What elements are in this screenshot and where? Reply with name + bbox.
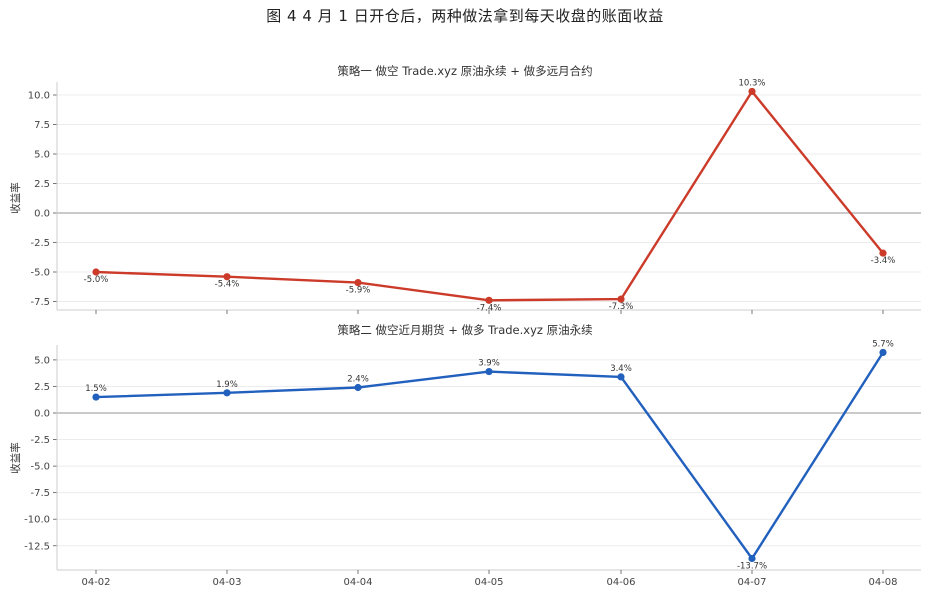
data-label: 5.7% xyxy=(872,339,894,349)
y-tick-label: 5.0 xyxy=(34,355,50,366)
data-label: 10.3% xyxy=(738,78,765,88)
data-label: -3.4% xyxy=(871,256,896,266)
series-line xyxy=(95,90,884,302)
y-tick-label: -7.5 xyxy=(30,297,50,308)
data-label: -7.4% xyxy=(477,303,502,313)
data-label: -5.4% xyxy=(215,280,240,290)
data-point xyxy=(879,348,887,357)
y-tick-label: 0.0 xyxy=(34,209,50,220)
y-axis-label: 收益率 xyxy=(9,182,22,214)
y-tick-label: -12.5 xyxy=(24,541,50,552)
y-tick-label: 5.0 xyxy=(34,150,50,161)
y-tick-label: -10.0 xyxy=(24,515,50,526)
data-point xyxy=(617,295,625,303)
series-line xyxy=(95,351,885,560)
subplot-title: 策略一 做空 Trade.xyz 原油永续 + 做多远月合约 xyxy=(337,64,592,78)
y-tick-label: -5.0 xyxy=(30,462,50,473)
data-point xyxy=(485,367,493,376)
y-tick-label: 2.5 xyxy=(34,179,50,190)
data-point xyxy=(879,249,887,257)
data-point xyxy=(617,373,625,381)
data-label: 1.5% xyxy=(85,384,107,394)
y-tick-label: -5.0 xyxy=(30,268,50,279)
x-tick-label: 04-07 xyxy=(737,577,766,588)
data-label: -13.7% xyxy=(737,561,767,571)
data-label: 2.4% xyxy=(347,375,369,385)
y-tick-label: -7.5 xyxy=(30,488,50,499)
figure-title: 图 4 4 月 1 日开仓后，两种做法拿到每天收盘的账面收益 xyxy=(266,7,664,25)
y-axis-label: 收益率 xyxy=(9,442,22,474)
data-label: -7.3% xyxy=(609,302,634,312)
data-point xyxy=(748,554,756,563)
x-tick-label: 04-06 xyxy=(606,577,635,588)
data-point xyxy=(485,296,493,304)
data-label: 3.4% xyxy=(610,364,632,374)
data-label: -5.9% xyxy=(346,286,371,296)
data-point xyxy=(92,393,100,401)
data-point xyxy=(92,268,100,276)
subplot-2: 策略二 做空近月期货 + 做多 Trade.xyz 原油永续 -12.5 -10.0… xyxy=(9,323,921,588)
x-tick-label: 04-08 xyxy=(868,577,897,588)
data-point xyxy=(354,279,362,287)
data-label: 1.9% xyxy=(216,380,238,390)
x-tick-label: 04-05 xyxy=(474,577,503,588)
y-tick-label: 7.5 xyxy=(34,120,50,131)
data-point xyxy=(748,87,756,96)
data-point xyxy=(223,273,231,281)
data-label: 3.9% xyxy=(478,359,500,369)
y-tick-label: 2.5 xyxy=(34,382,50,393)
y-tick-label: 0.0 xyxy=(34,409,50,420)
y-tick-label: -2.5 xyxy=(30,435,50,446)
data-point xyxy=(354,383,362,392)
y-tick-label: 10.0 xyxy=(28,91,50,102)
x-tick-label: 04-03 xyxy=(212,577,241,588)
x-tick-label: 04-02 xyxy=(81,577,110,588)
subplot-1: 策略一 做空 Trade.xyz 原油永续 + 做多远月合约 -7.5 -5.0 -2… xyxy=(9,64,921,314)
y-tick-label: -2.5 xyxy=(30,238,50,249)
subplot-title: 策略二 做空近月期货 + 做多 Trade.xyz 原油永续 xyxy=(337,323,592,337)
data-point xyxy=(223,389,231,397)
data-label: -5.0% xyxy=(84,275,109,285)
x-tick-label: 04-04 xyxy=(343,577,372,588)
